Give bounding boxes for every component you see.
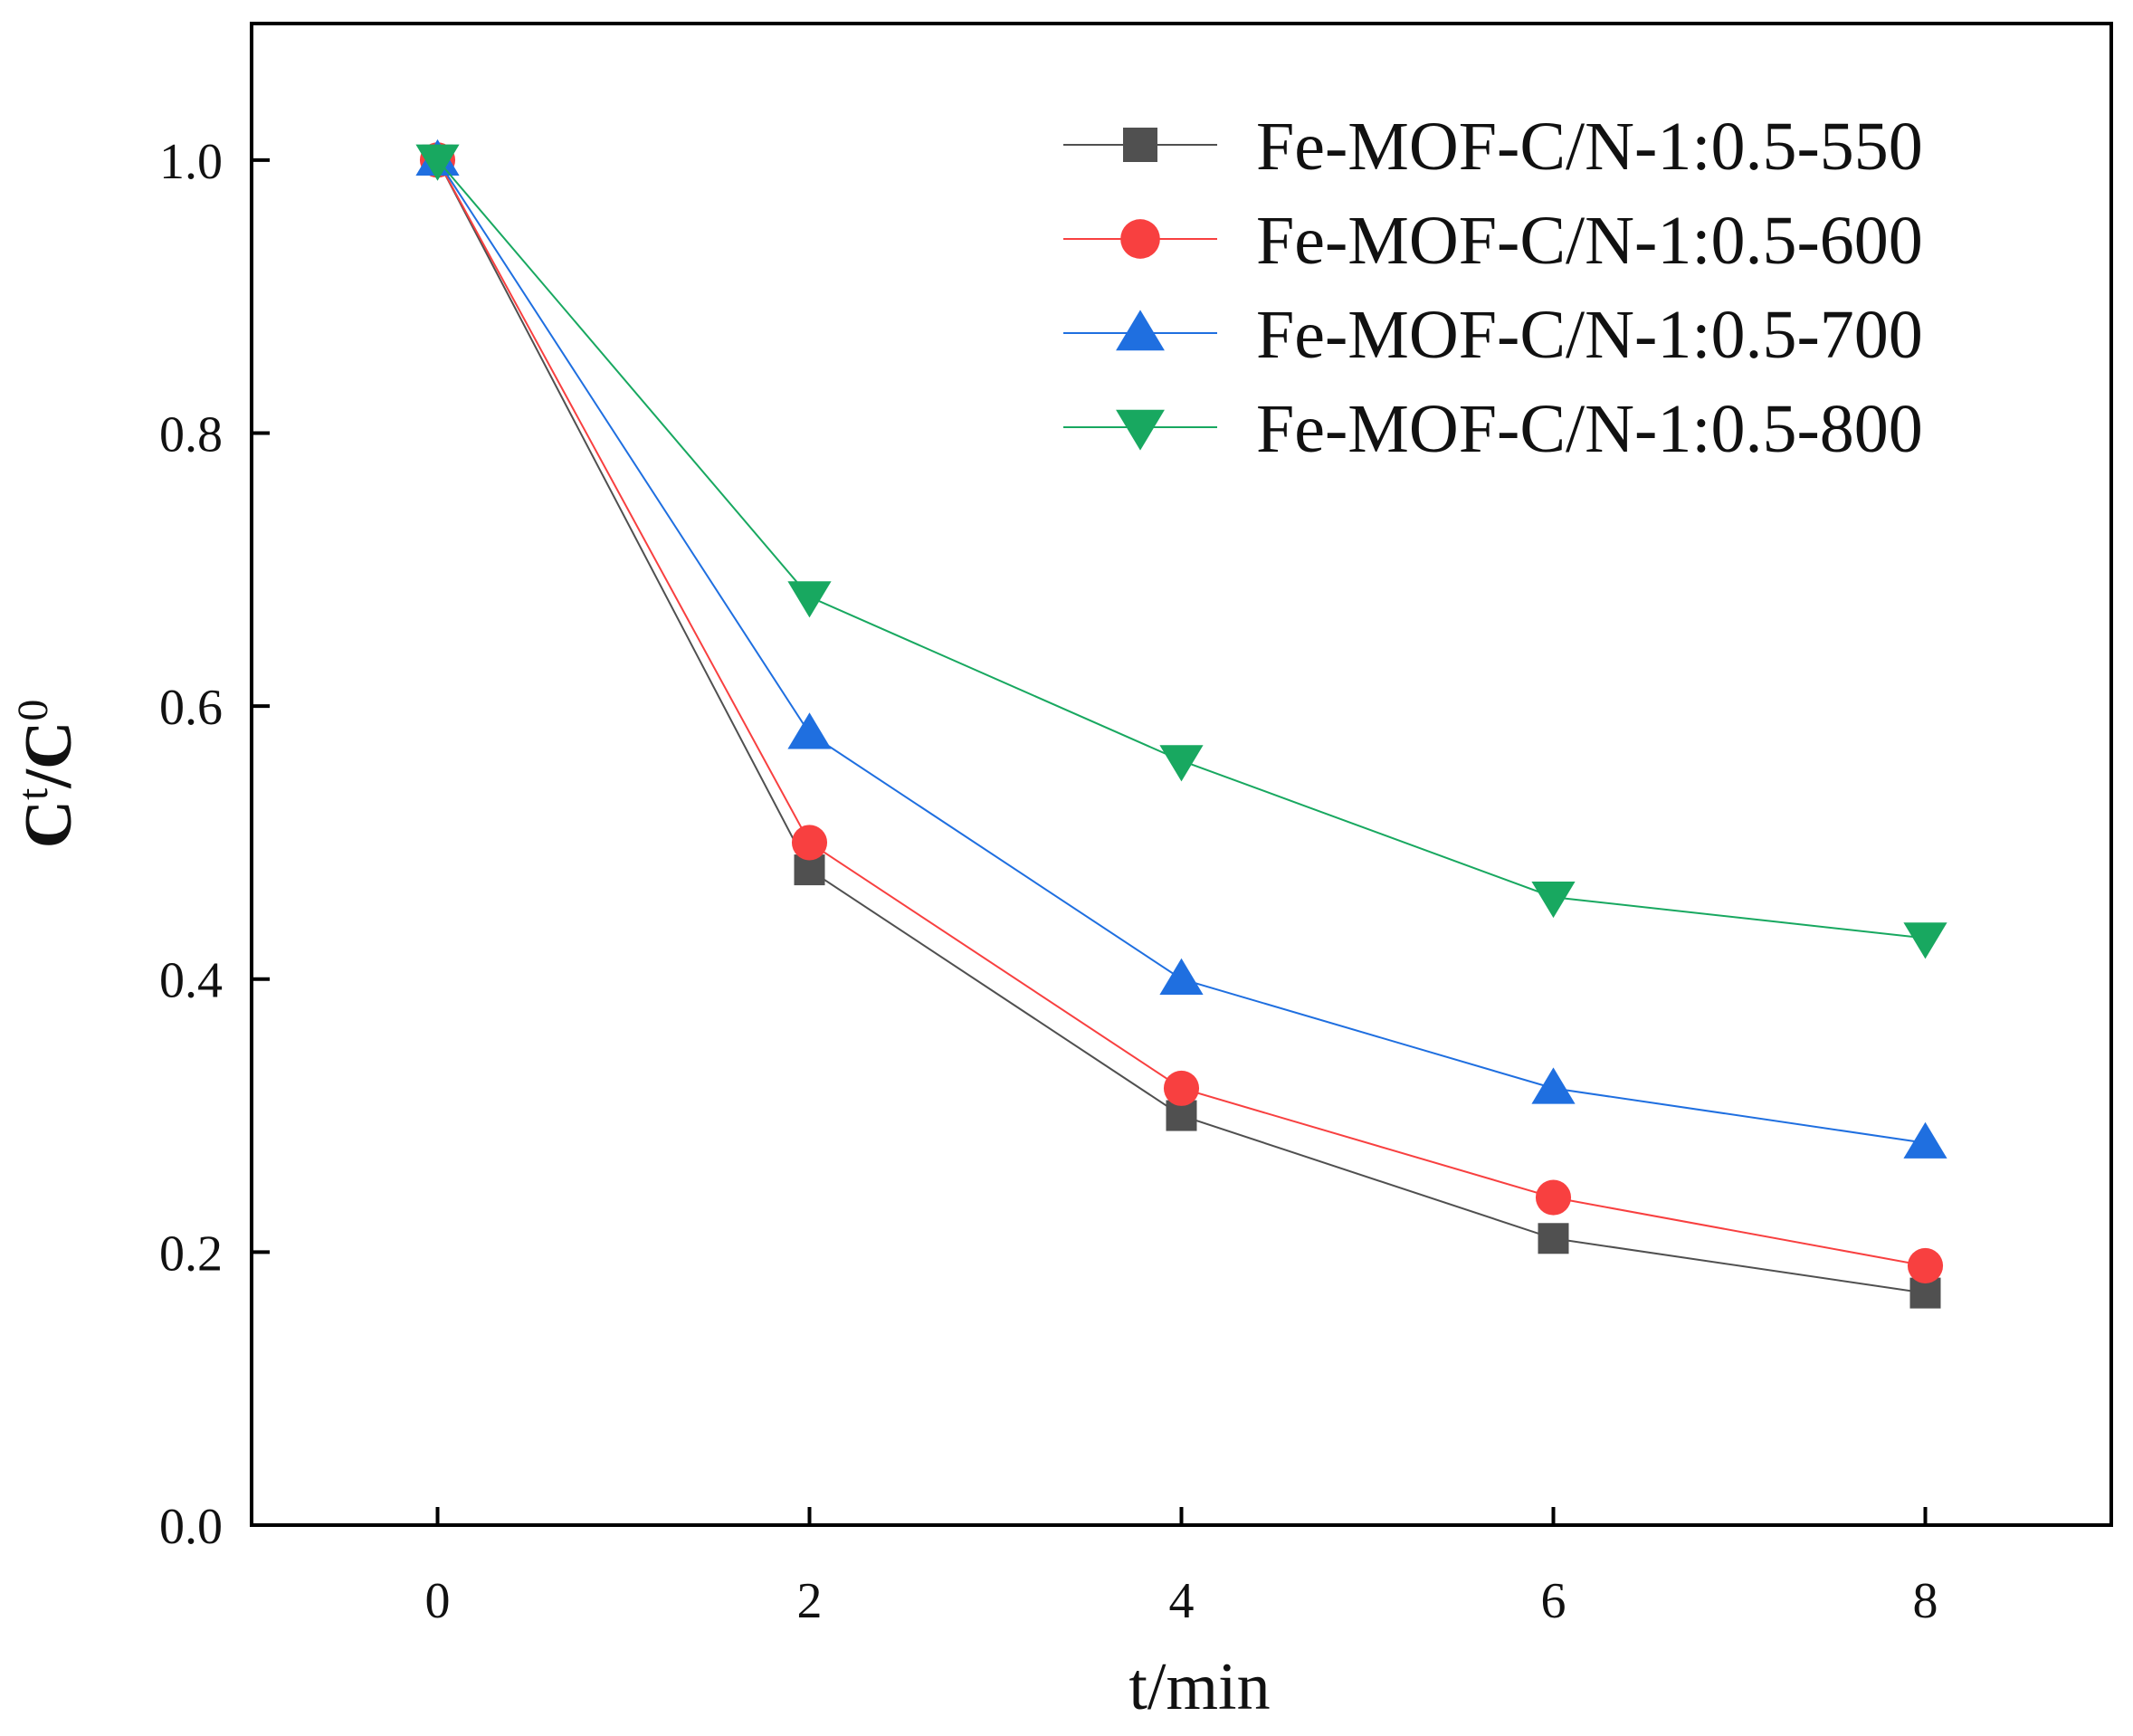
- y-axis-title-sup2: 0: [9, 700, 57, 721]
- legend-item-2: Fe-MOF-C/N-1:0.5-600: [1063, 203, 1923, 279]
- series-2-point: [791, 825, 828, 861]
- y-tick-label: 0.6: [159, 680, 223, 736]
- series-2-point: [1163, 1070, 1200, 1106]
- legend-marker: [1123, 128, 1157, 162]
- axes-layer: 0 2 4 6 8 0.0 0.2 0.4 0.6 0.8 1.0: [159, 134, 1938, 1629]
- series-2-point: [1907, 1247, 1944, 1283]
- series-4-point: [1159, 745, 1204, 782]
- legend-label: Fe-MOF-C/N-1:0.5-800: [1256, 391, 1923, 467]
- y-axis-title-sup1: t: [9, 787, 57, 800]
- series-3-point: [1531, 1067, 1576, 1104]
- legend-marker: [1116, 409, 1165, 451]
- y-tick-label: 0.2: [159, 1226, 223, 1282]
- legend: Fe-MOF-C/N-1:0.5-550 Fe-MOF-C/N-1:0.5-600…: [1063, 109, 1923, 467]
- series-4-point: [415, 144, 460, 181]
- legend-marker: [1120, 219, 1160, 259]
- series-3-point: [1159, 958, 1204, 995]
- x-tick-label: 2: [797, 1573, 823, 1629]
- series-2-point: [1535, 1179, 1572, 1216]
- series-3-point: [1903, 1121, 1947, 1159]
- series-layer: [415, 138, 1947, 1309]
- legend-item-1: Fe-MOF-C/N-1:0.5-550: [1063, 109, 1923, 185]
- series-3-point: [787, 712, 832, 749]
- series-4-point: [1531, 882, 1576, 919]
- series-4-point: [787, 581, 832, 618]
- x-tick-label: 4: [1169, 1573, 1195, 1629]
- y-tick-label: 0.0: [159, 1499, 223, 1555]
- series-4: [415, 144, 1947, 959]
- x-tick-label: 6: [1541, 1573, 1566, 1629]
- series-1-point: [1538, 1223, 1569, 1254]
- x-axis-title: t/min: [1128, 1650, 1270, 1724]
- y-axis-title-slash: /C: [12, 721, 86, 789]
- legend-item-3: Fe-MOF-C/N-1:0.5-700: [1063, 297, 1923, 373]
- y-tick-label: 0.8: [159, 406, 223, 463]
- legend-label: Fe-MOF-C/N-1:0.5-550: [1256, 109, 1923, 185]
- y-axis-title: Ct/C0: [9, 700, 87, 849]
- x-tick-label: 0: [425, 1573, 451, 1629]
- y-tick-label: 1.0: [159, 134, 223, 190]
- series-4-point: [1903, 922, 1947, 959]
- legend-label: Fe-MOF-C/N-1:0.5-600: [1256, 203, 1923, 279]
- legend-label: Fe-MOF-C/N-1:0.5-700: [1256, 297, 1923, 373]
- y-axis-title-base: C: [12, 800, 86, 848]
- y-tick-label: 0.4: [159, 953, 223, 1009]
- series-3: [415, 138, 1947, 1159]
- legend-marker: [1116, 310, 1165, 351]
- x-tick-label: 8: [1913, 1573, 1938, 1629]
- legend-item-4: Fe-MOF-C/N-1:0.5-800: [1063, 391, 1923, 467]
